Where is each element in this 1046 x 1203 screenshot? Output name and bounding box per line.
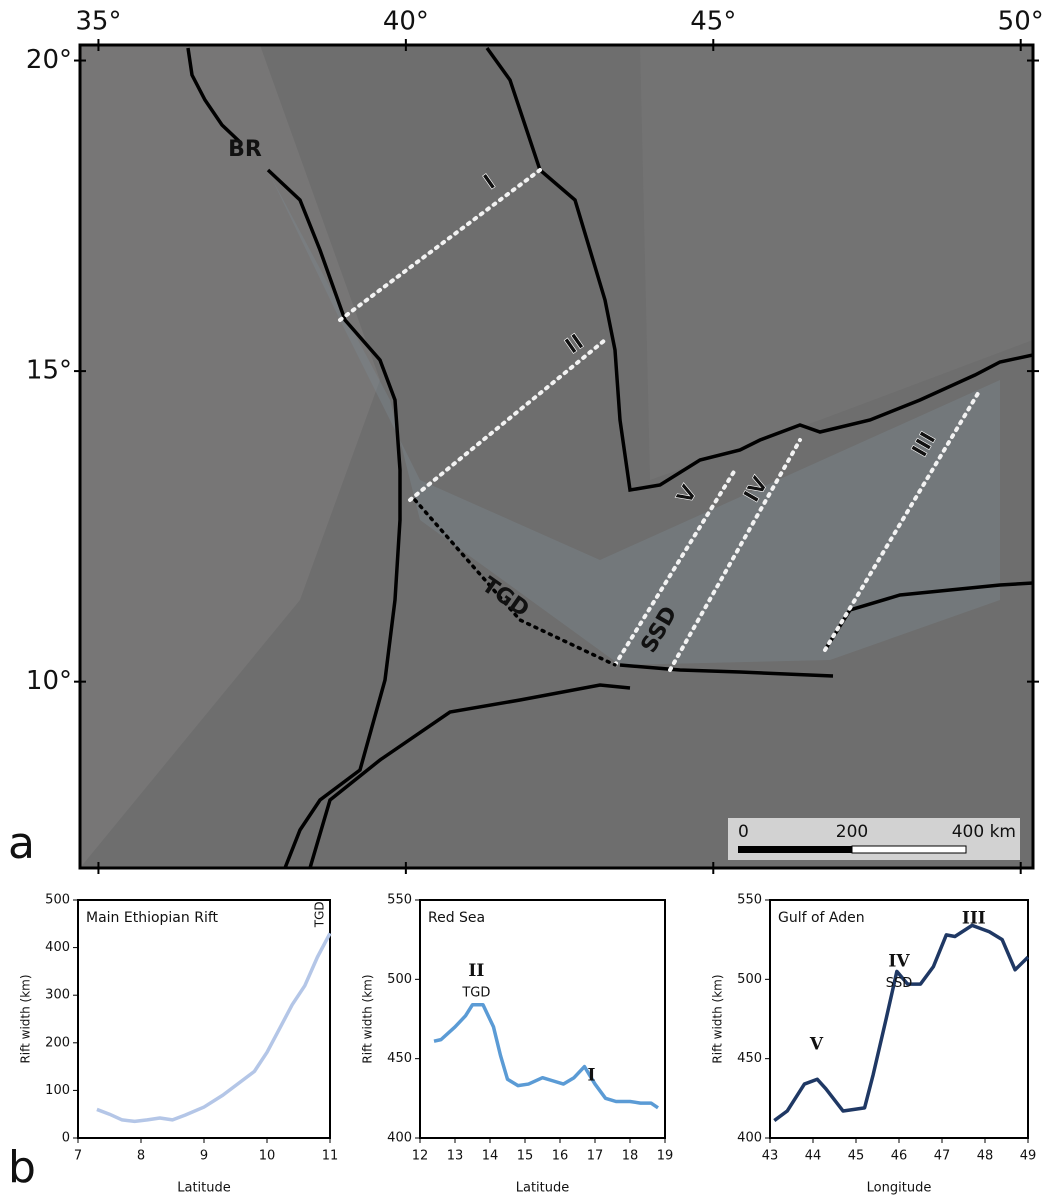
y-tick-label: 500 <box>387 972 412 987</box>
y-tick-label: 10° <box>26 666 72 696</box>
x-tick-label: 10 <box>259 1149 276 1164</box>
x-tick-label: 46 <box>891 1149 908 1164</box>
x-tick-label: 47 <box>934 1149 951 1164</box>
plateau <box>640 45 1033 480</box>
map <box>80 45 1033 868</box>
y-tick-label: 500 <box>45 893 70 908</box>
x-tick-label: 13 <box>447 1149 464 1164</box>
scale-label: 200 <box>836 822 868 842</box>
annotation: SSD <box>886 976 913 991</box>
annotation: IV <box>888 951 910 971</box>
highland <box>80 45 380 868</box>
x-tick-label: 18 <box>622 1149 639 1164</box>
x-tick-label: 45° <box>690 7 736 37</box>
y-tick-label: 400 <box>45 940 70 955</box>
annotation: I <box>588 1066 596 1086</box>
annotation: V <box>809 1035 824 1055</box>
boundary <box>619 663 834 678</box>
line <box>773 923 1030 1122</box>
x-tick-label: 17 <box>587 1149 604 1164</box>
y-tick-label: 300 <box>45 988 70 1003</box>
x-tick-label: 48 <box>977 1149 994 1164</box>
x-tick-label: 44 <box>805 1149 822 1164</box>
line <box>96 932 332 1124</box>
line <box>433 1002 659 1110</box>
y-tick-label: 500 <box>737 972 762 987</box>
x-tick-label: 35° <box>75 7 121 37</box>
scale-bar <box>851 845 967 854</box>
x-axis-label: Latitude <box>516 1181 570 1196</box>
x-axis-label: Latitude <box>177 1181 231 1196</box>
x-tick-label: 40° <box>383 7 429 37</box>
y-tick-label: 450 <box>737 1051 762 1066</box>
scale-bar <box>738 846 852 853</box>
x-tick-label: 50° <box>998 7 1044 37</box>
boundary <box>308 683 631 868</box>
y-tick-label: 550 <box>737 893 762 908</box>
x-axis-label: Longitude <box>867 1181 932 1196</box>
annotation: II <box>468 961 484 981</box>
x-tick-label: 12 <box>412 1149 429 1164</box>
y-axis-label: Rift width (km) <box>711 974 725 1063</box>
x-tick-label: 15 <box>517 1149 534 1164</box>
plot-frame <box>77 899 331 1139</box>
map-label: BR <box>228 137 262 162</box>
x-tick-label: 8 <box>137 1149 145 1164</box>
y-axis-label: Rift width (km) <box>361 974 375 1063</box>
scale-label: 0 <box>738 822 749 842</box>
x-tick-label: 9 <box>200 1149 208 1164</box>
chart-title: Red Sea <box>428 910 485 926</box>
annotation: TGD <box>461 985 490 1000</box>
y-tick-label: 400 <box>387 1131 412 1146</box>
x-tick-label: 19 <box>657 1149 674 1164</box>
profile <box>613 468 737 667</box>
panel-label: b <box>8 1142 36 1193</box>
x-tick-label: 49 <box>1020 1149 1037 1164</box>
annotation: III <box>962 909 986 929</box>
boundary <box>266 168 402 868</box>
scale-label: 400 km <box>952 822 1016 842</box>
chart-title: Gulf of Aden <box>778 910 865 926</box>
x-tick-label: 45 <box>848 1149 865 1164</box>
y-tick-label: 550 <box>387 893 412 908</box>
x-tick-label: 7 <box>74 1149 82 1164</box>
map-frame <box>78 43 1035 870</box>
profile <box>413 498 617 667</box>
y-tick-label: 0 <box>62 1131 70 1146</box>
boundary <box>485 46 1033 493</box>
chart-title: Main Ethiopian Rift <box>86 910 219 926</box>
y-tick-label: 100 <box>45 1083 70 1098</box>
boundary <box>186 47 242 144</box>
y-tick-label: 400 <box>737 1131 762 1146</box>
annotation: TGD <box>312 901 326 928</box>
y-tick-label: 450 <box>387 1051 412 1066</box>
x-tick-label: 11 <box>322 1149 339 1164</box>
x-tick-label: 14 <box>482 1149 499 1164</box>
panel-label: a <box>8 818 35 869</box>
x-tick-label: 16 <box>552 1149 569 1164</box>
y-axis-label: Rift width (km) <box>19 974 33 1063</box>
y-tick-label: 200 <box>45 1035 70 1050</box>
y-tick-label: 15° <box>26 356 72 386</box>
profile <box>408 338 607 502</box>
y-tick-label: 20° <box>26 45 72 75</box>
plot-frame <box>769 899 1029 1139</box>
profile <box>338 168 542 322</box>
x-tick-label: 43 <box>762 1149 779 1164</box>
profile <box>823 388 982 652</box>
